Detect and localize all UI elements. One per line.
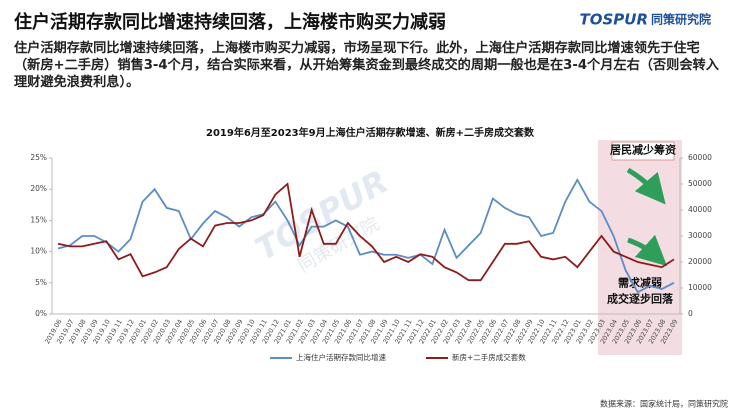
arrow xyxy=(627,234,668,267)
arrow xyxy=(626,167,666,205)
y2-tick-label: 30000 xyxy=(688,231,712,240)
y2-tick-label: 60000 xyxy=(688,153,712,162)
logo-name: 同策研究院 xyxy=(651,12,711,27)
y-tick-label: 15% xyxy=(30,215,47,224)
series-line xyxy=(57,182,675,282)
watermark: TOSPUR 同策研究院 xyxy=(249,162,395,276)
y-tick-label: 20% xyxy=(30,184,47,193)
annotation: 成交逐步回落 xyxy=(607,292,674,306)
legend-label: 上海住户活期存款同比增速 xyxy=(296,352,386,362)
y-tick-label: 5% xyxy=(35,278,47,287)
annotation-box xyxy=(611,141,675,161)
legend-label: 新房+二手房成交套数 xyxy=(452,352,526,362)
y2-tick-label: 40000 xyxy=(688,205,712,214)
logo-brand: TOSPUR xyxy=(579,11,648,29)
y2-tick-label: 10000 xyxy=(688,283,712,292)
y2-tick-label: 50000 xyxy=(688,179,712,188)
annotation: 居民减少筹资 xyxy=(610,143,676,157)
y-tick-label: 10% xyxy=(30,247,47,256)
description: 住户活期存款同比增速持续回落，上海楼市购买力减弱，市场呈现下行。此外，上海住户活… xyxy=(14,41,719,90)
series-line xyxy=(57,177,675,294)
y-tick-label: 25% xyxy=(30,153,47,162)
source: 数据来源：国家统计局，同策研究院 xyxy=(600,399,728,409)
slide-title: 住户活期存款同比增速持续回落，上海楼市购买力减弱 xyxy=(14,12,446,33)
chart-title: 2019年6月至2023年9月上海住户活期存款增速、新房+二手房成交套数 xyxy=(206,126,535,139)
y2-tick-label: 0 xyxy=(688,309,693,318)
y2-tick-label: 20000 xyxy=(688,257,712,266)
y-tick-label: 0% xyxy=(35,309,47,318)
